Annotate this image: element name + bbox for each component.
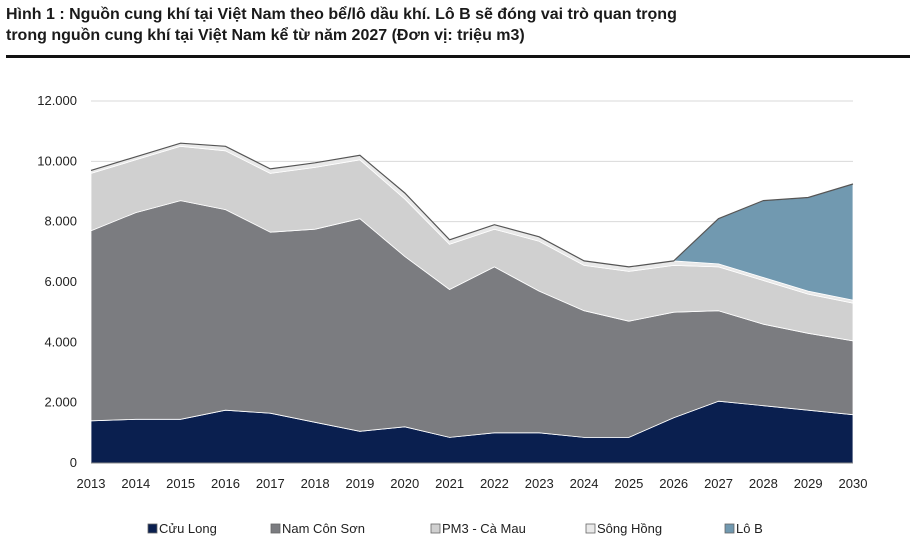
- x-tick-label: 2013: [77, 476, 106, 491]
- y-tick-label: 6.000: [44, 274, 77, 289]
- x-tick-label: 2026: [659, 476, 688, 491]
- x-tick-label: 2022: [480, 476, 509, 491]
- y-tick-label: 4.000: [44, 334, 77, 349]
- x-tick-label: 2028: [749, 476, 778, 491]
- y-axis-ticks: 0 2.000 4.000 6.000 8.000 10.000 12.000: [37, 93, 77, 470]
- x-tick-label: 2023: [525, 476, 554, 491]
- x-tick-label: 2018: [301, 476, 330, 491]
- legend-swatch: [270, 523, 281, 534]
- total-outline: [90, 142, 854, 268]
- y-tick-label: 8.000: [44, 214, 77, 229]
- x-tick-label: 2019: [345, 476, 374, 491]
- x-tick-label: 2029: [794, 476, 823, 491]
- legend-label: Sông Hồng: [597, 521, 662, 536]
- y-tick-label: 12.000: [37, 93, 77, 108]
- y-tick-label: 10.000: [37, 153, 77, 168]
- x-tick-label: 2027: [704, 476, 733, 491]
- title-line-1: Hình 1 : Nguồn cung khí tại Việt Nam the…: [6, 6, 677, 23]
- legend-label: Nam Côn Sơn: [282, 521, 365, 536]
- legend-swatch: [147, 523, 158, 534]
- legend-swatch: [724, 523, 735, 534]
- legend: Cửu Long Nam Côn Sơn PM3 - Cà Mau Sông Hồng…: [147, 521, 763, 536]
- y-tick-label: 2.000: [44, 395, 77, 410]
- legend-label: Lô B: [736, 521, 763, 536]
- title-line-2: trong nguồn cung khí tại Việt Nam kể từ …: [6, 27, 525, 44]
- y-tick-label: 0: [70, 455, 77, 470]
- legend-swatch: [585, 523, 596, 534]
- x-tick-label: 2020: [390, 476, 419, 491]
- title-divider: [6, 55, 910, 58]
- x-tick-label: 2014: [121, 476, 150, 491]
- legend-label: PM3 - Cà Mau: [442, 521, 526, 536]
- x-axis-ticks: 2013 2014 2015 2016 2017 2018 2019 2020 2021 2022…: [77, 476, 868, 491]
- x-tick-label: 2015: [166, 476, 195, 491]
- x-tick-label: 2024: [570, 476, 599, 491]
- x-tick-label: 2021: [435, 476, 464, 491]
- series-areas: [90, 142, 854, 464]
- x-tick-label: 2017: [256, 476, 285, 491]
- x-tick-label: 2025: [614, 476, 643, 491]
- legend-label: Cửu Long: [159, 521, 217, 536]
- x-tick-label: 2030: [839, 476, 868, 491]
- figure-title: Hình 1 : Nguồn cung khí tại Việt Nam the…: [6, 4, 911, 46]
- x-tick-label: 2016: [211, 476, 240, 491]
- legend-swatch: [430, 523, 441, 534]
